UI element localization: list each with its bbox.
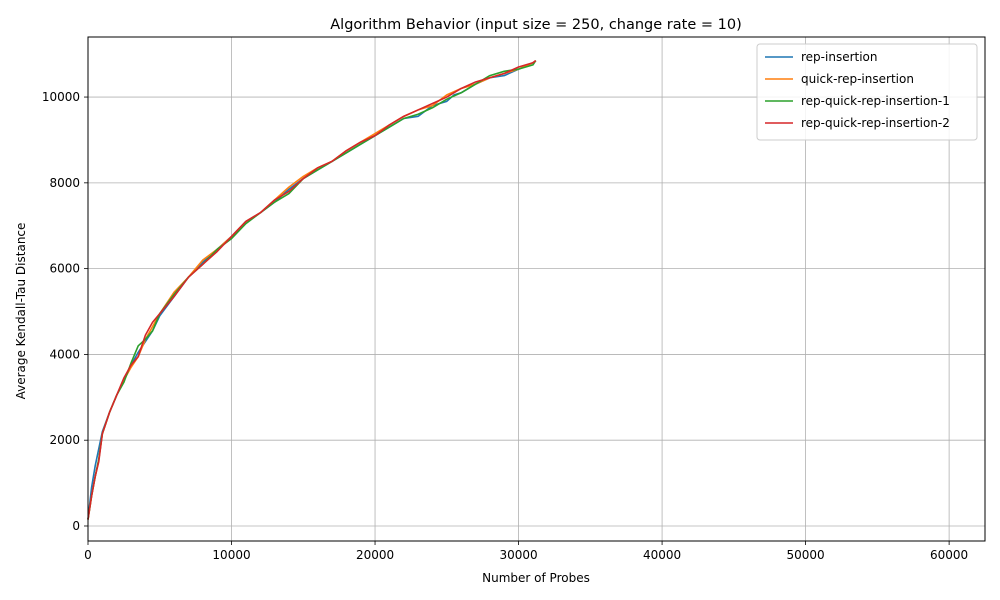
x-tick-label: 40000 (643, 548, 681, 562)
y-axis-label: Average Kendall-Tau Distance (14, 223, 28, 400)
chart-title: Algorithm Behavior (input size = 250, ch… (330, 17, 741, 33)
y-tick-label: 0 (72, 519, 80, 533)
x-axis-label: Number of Probes (482, 571, 590, 585)
series-line-quick-rep-insertion (87, 59, 537, 520)
x-tick-label: 20000 (356, 548, 394, 562)
legend-label: rep-quick-rep-insertion-1 (801, 94, 950, 108)
y-tick-label: 10000 (42, 90, 80, 104)
legend-label: rep-insertion (801, 50, 878, 64)
x-tick-label: 60000 (930, 548, 968, 562)
y-axis-ticks: 0 2000 4000 6000 8000 10000 (42, 90, 88, 533)
x-tick-label: 30000 (499, 548, 537, 562)
plot-frame (87, 36, 986, 542)
legend-label: quick-rep-insertion (801, 72, 914, 86)
series-line-rep-insertion (87, 59, 537, 520)
x-tick-label: 50000 (787, 548, 825, 562)
x-tick-label: 0 (84, 548, 92, 562)
legend: rep-insertion quick-rep-insertion rep-quic… (756, 43, 978, 141)
y-tick-label: 6000 (49, 262, 80, 276)
y-tick-label: 2000 (49, 433, 80, 447)
y-tick-label: 8000 (49, 176, 80, 190)
series-lines (87, 59, 537, 520)
series-line-rep-quick-rep-insertion-2 (87, 59, 537, 520)
legend-box (756, 43, 978, 141)
y-tick-label: 4000 (49, 347, 80, 361)
x-tick-label: 10000 (212, 548, 250, 562)
series-line-rep-quick-rep-insertion-1 (87, 60, 537, 520)
x-axis-ticks: 0 10000 20000 30000 40000 50000 60000 (84, 541, 968, 562)
legend-label: rep-quick-rep-insertion-2 (801, 116, 950, 130)
